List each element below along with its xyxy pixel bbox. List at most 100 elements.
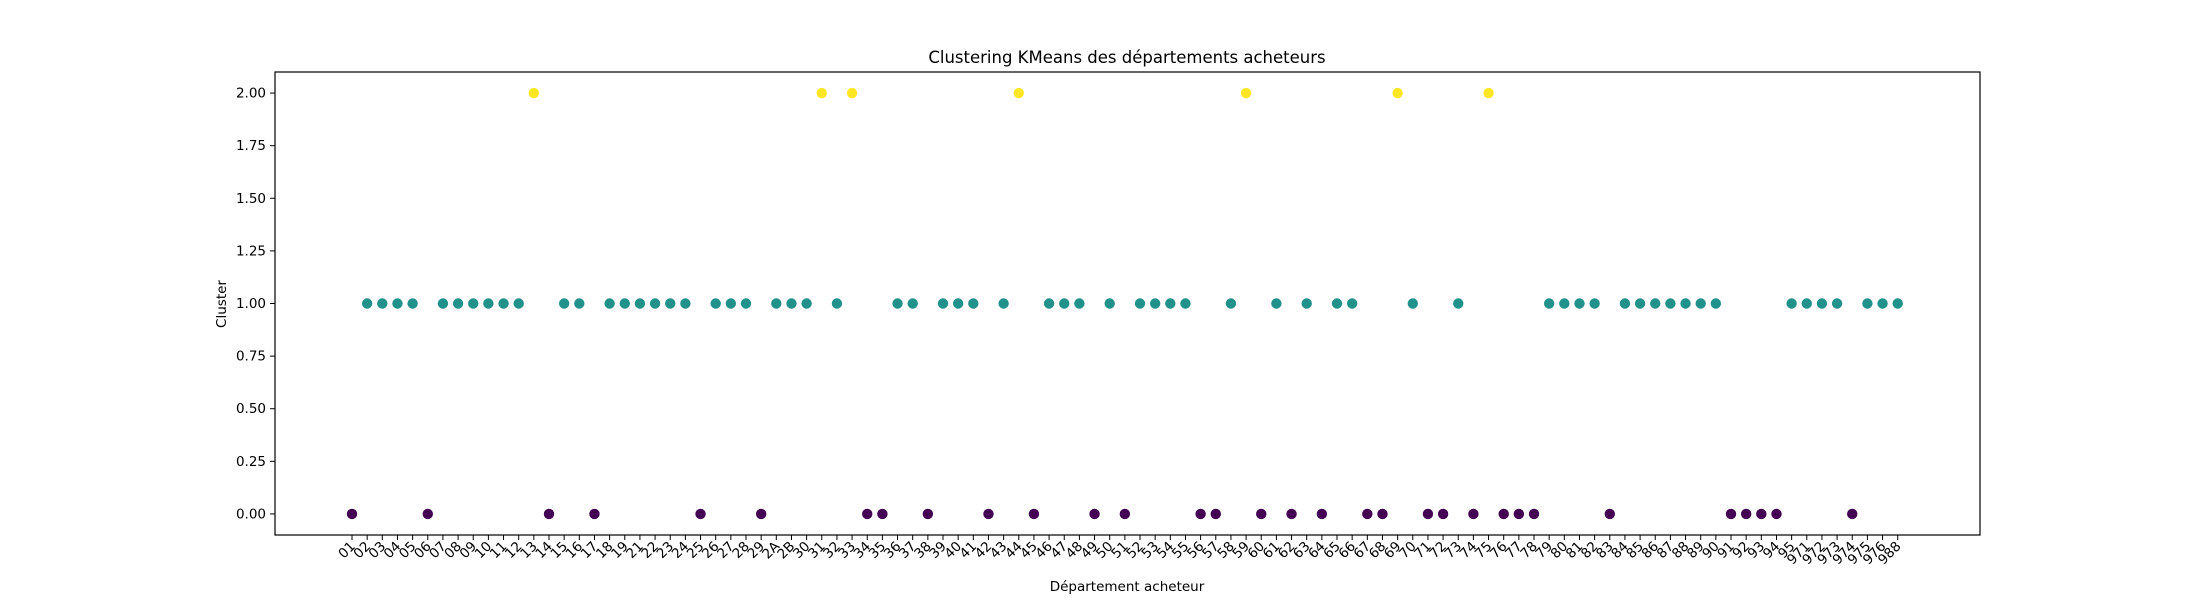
data-point xyxy=(1725,508,1737,520)
data-point xyxy=(816,87,827,99)
data-point xyxy=(1756,508,1767,520)
data-point xyxy=(1028,508,1040,520)
data-point xyxy=(392,298,403,309)
data-point xyxy=(831,298,843,309)
data-point xyxy=(665,298,676,309)
y-tick-label: 1.50 xyxy=(236,191,266,207)
data-point xyxy=(1604,508,1615,520)
data-point xyxy=(1301,298,1312,309)
data-point xyxy=(1483,87,1494,99)
data-point xyxy=(1210,508,1221,520)
y-tick-label: 1.25 xyxy=(236,243,266,259)
data-point xyxy=(528,87,540,99)
data-point xyxy=(422,508,433,520)
data-point xyxy=(710,298,721,309)
data-point xyxy=(998,298,1009,309)
data-point xyxy=(498,298,509,309)
data-point xyxy=(468,298,479,309)
data-point xyxy=(1225,298,1237,309)
data-point xyxy=(862,508,873,520)
data-point xyxy=(968,298,979,309)
y-axis: 0.00 0.25 0.50 0.75 1.00 1.25 1.50 1.75 2.00 xyxy=(236,86,275,522)
data-point xyxy=(1892,298,1903,309)
data-point xyxy=(1134,298,1146,309)
data-point xyxy=(1043,298,1055,309)
data-point xyxy=(1574,298,1585,309)
data-point xyxy=(877,508,888,520)
data-point xyxy=(1119,508,1131,520)
y-tick-label: 2.00 xyxy=(236,86,266,102)
data-point xyxy=(983,508,994,520)
data-point xyxy=(1831,298,1843,309)
data-point xyxy=(1847,508,1858,520)
data-point xyxy=(725,298,737,309)
data-point xyxy=(1180,298,1191,309)
data-point xyxy=(1256,508,1267,520)
data-point xyxy=(1771,508,1782,520)
data-point xyxy=(1362,508,1373,520)
data-points xyxy=(346,87,1903,520)
y-tick-label: 1.75 xyxy=(236,138,266,154)
data-point xyxy=(740,298,752,309)
data-point xyxy=(1286,508,1297,520)
data-point xyxy=(1165,298,1176,309)
data-point xyxy=(1877,298,1888,309)
y-tick-label: 1.00 xyxy=(236,296,266,312)
data-point xyxy=(1240,87,1252,99)
data-point xyxy=(1392,87,1403,99)
data-point xyxy=(1104,298,1115,309)
data-point xyxy=(452,298,464,309)
data-point xyxy=(1377,508,1388,520)
data-point xyxy=(1680,298,1691,309)
data-point xyxy=(437,298,449,309)
y-tick-label: 0.75 xyxy=(236,349,266,365)
data-point xyxy=(1453,298,1464,309)
data-point xyxy=(543,508,555,520)
data-point xyxy=(574,298,585,309)
y-tick-label: 0.25 xyxy=(236,454,266,470)
data-point xyxy=(589,508,600,520)
data-point xyxy=(346,508,358,520)
data-point xyxy=(377,298,388,309)
y-tick-label: 0.00 xyxy=(236,506,266,522)
data-point xyxy=(1013,87,1024,99)
data-point xyxy=(483,298,494,309)
data-point xyxy=(407,298,418,309)
chart-title: Clustering KMeans des départements achet… xyxy=(928,48,1325,67)
data-point xyxy=(1801,298,1812,309)
data-point xyxy=(558,298,570,309)
data-point xyxy=(846,87,858,99)
data-point xyxy=(513,298,524,309)
data-point xyxy=(1422,508,1434,520)
data-point xyxy=(1634,298,1646,309)
data-point xyxy=(1513,508,1525,520)
data-point xyxy=(1559,298,1570,309)
plot-area-frame xyxy=(274,71,1981,536)
data-point xyxy=(680,298,691,309)
data-point xyxy=(1149,298,1161,309)
x-axis-label: Département acheteur xyxy=(1050,579,1205,595)
data-point xyxy=(634,298,646,309)
data-point xyxy=(1195,508,1206,520)
data-point xyxy=(937,298,949,309)
data-point xyxy=(1695,298,1706,309)
data-point xyxy=(1498,508,1509,520)
data-point xyxy=(1271,298,1282,309)
data-point xyxy=(952,298,964,309)
y-tick-label: 0.50 xyxy=(236,401,266,417)
data-point xyxy=(1786,298,1797,309)
x-axis: 0102030405060708091011121314151617181921… xyxy=(335,535,1905,568)
data-point xyxy=(649,298,661,309)
data-point xyxy=(1074,298,1085,309)
data-point xyxy=(801,298,812,309)
data-point xyxy=(604,298,615,309)
data-point xyxy=(1543,298,1555,309)
data-point xyxy=(1816,298,1828,309)
data-point xyxy=(1528,508,1540,520)
data-point xyxy=(1468,508,1479,520)
data-point xyxy=(1619,298,1631,309)
data-point xyxy=(695,508,706,520)
data-point xyxy=(1346,298,1358,309)
data-point xyxy=(771,298,782,309)
